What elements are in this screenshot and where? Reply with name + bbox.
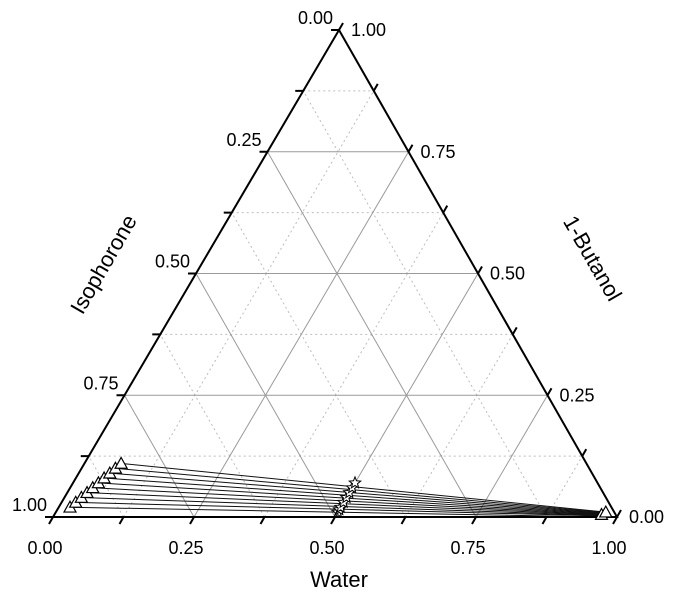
tick-label-right: 0.00 [629, 507, 664, 527]
tick-marks [45, 22, 622, 525]
tie-line [98, 482, 605, 515]
tick-right [581, 448, 588, 457]
tick-bottom [259, 516, 266, 525]
grid-line-minor [405, 334, 514, 518]
grid-line-major [267, 151, 477, 518]
tick-right [338, 22, 344, 31]
grid-line-minor [264, 212, 444, 518]
tick-bottom [189, 516, 195, 525]
grid-line-minor [302, 90, 547, 518]
bottom-axis-title: Water [310, 567, 368, 592]
tick-label-right: 0.25 [560, 385, 595, 405]
tick-right [616, 509, 622, 518]
tick-label-right: 1.00 [351, 20, 386, 40]
tick-label-left: 0.75 [83, 373, 118, 393]
minor-grid [88, 90, 583, 518]
tick-right [511, 326, 518, 335]
tick-label-bottom: 0.25 [168, 538, 203, 558]
tick-label-bottom: 0.75 [450, 538, 485, 558]
tick-bottom [612, 516, 618, 525]
tie-line [115, 467, 606, 514]
tick-label-bottom: 0.50 [309, 538, 344, 558]
tick-right [372, 83, 379, 92]
tick-bottom [471, 516, 477, 525]
tick-label-bottom: 0.00 [27, 538, 62, 558]
tick-label-bottom: 1.00 [591, 538, 626, 558]
right-axis-title: 1-Butanol [558, 211, 627, 305]
tick-labels: 0.00 0.25 0.50 0.75 1.00 1.00 0.75 0.50 0.25 0.00… [12, 8, 664, 558]
tick-label-left: 0.50 [155, 252, 190, 272]
tie-line [121, 462, 606, 513]
grid-line-major [334, 273, 479, 518]
grid-line-minor [123, 90, 375, 518]
tick-right [407, 144, 414, 153]
tick-bottom [400, 516, 407, 525]
grid-line-major [193, 151, 409, 518]
tick-label-right: 0.50 [490, 264, 525, 284]
tick-label-left: 1.00 [12, 495, 47, 515]
triangle-marker [598, 504, 613, 518]
tie-line [104, 477, 605, 515]
tick-label-right: 0.75 [421, 142, 456, 162]
triangle-marker [114, 456, 129, 469]
tick-bottom [118, 516, 125, 525]
tick-bottom [330, 516, 336, 525]
grid-line-minor [231, 212, 406, 518]
data-markers [62, 456, 613, 520]
grid-line-minor [159, 334, 265, 518]
tie-line [109, 472, 606, 514]
tick-bottom [48, 516, 54, 525]
left-axis-title: Isophorone [65, 210, 142, 318]
tick-right [442, 205, 449, 214]
tick-right [477, 266, 483, 274]
tick-label-left: 0.25 [226, 130, 261, 150]
grid-line-major [195, 273, 336, 518]
tick-label-left: 0.00 [298, 8, 333, 28]
tick-right [546, 387, 553, 396]
star-marker [348, 475, 362, 489]
grid-line-minor [88, 455, 124, 518]
tick-bottom [541, 516, 548, 525]
grid-line-major [475, 394, 548, 518]
